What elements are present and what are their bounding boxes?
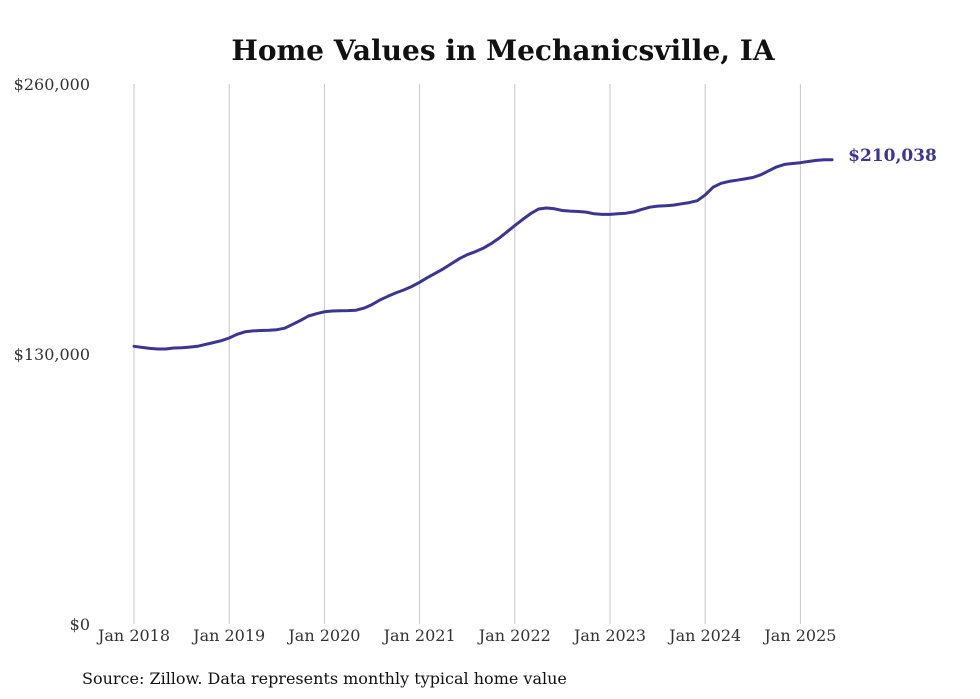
x-tick-label-2023: Jan 2023 xyxy=(572,626,646,645)
grid xyxy=(133,84,801,624)
x-tick-label-2018: Jan 2018 xyxy=(96,626,170,645)
x-tick-label-2024: Jan 2024 xyxy=(667,626,741,645)
y-tick-label-1: $130,000 xyxy=(14,345,90,364)
y-tick-label-2: $260,000 xyxy=(14,75,90,94)
y-axis-ticks: $0 $130,000 $260,000 xyxy=(14,75,90,634)
series-line xyxy=(132,158,834,351)
x-tick-label-2019: Jan 2019 xyxy=(191,626,265,645)
series-layer xyxy=(132,158,834,351)
x-axis-ticks: Jan 2018 Jan 2019 Jan 2020 Jan 2021 Jan 2022… xyxy=(96,626,836,645)
x-tick-label-2020: Jan 2020 xyxy=(286,626,360,645)
source-note: Source: Zillow. Data represents monthly … xyxy=(82,669,567,688)
x-tick-label-2022: Jan 2022 xyxy=(477,626,551,645)
x-tick-label-2025: Jan 2025 xyxy=(762,626,836,645)
y-tick-label-0: $0 xyxy=(70,615,90,634)
chart-title: Home Values in Mechanicsville, IA xyxy=(231,34,775,67)
end-value-label: $210,038 xyxy=(848,146,937,166)
x-tick-label-2021: Jan 2021 xyxy=(382,626,456,645)
